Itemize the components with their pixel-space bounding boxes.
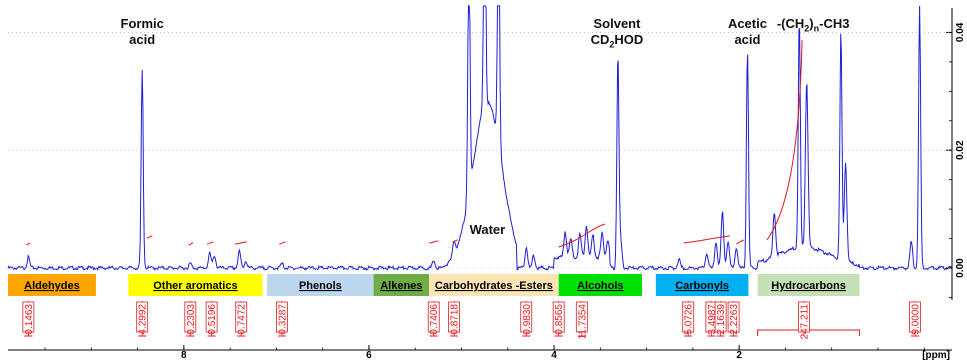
integral-box (798, 301, 810, 333)
x-tick-label: 4 (551, 350, 557, 360)
integral-value: 9.0000 (910, 304, 921, 335)
integral-curve (206, 241, 214, 245)
integral-box (184, 301, 197, 333)
y-tick-label: 0.02 (955, 140, 966, 160)
peak-label-line: Water (469, 222, 506, 237)
integral-value: 4.2992 (138, 304, 149, 335)
y-tick-label: 0.04 (955, 22, 966, 42)
integral-box (520, 301, 533, 333)
integral-box (552, 301, 565, 333)
region-band (373, 274, 430, 296)
integral-curves (26, 39, 803, 248)
x-tick-label: 8 (181, 350, 187, 360)
integral-curve (279, 241, 286, 245)
integral-box (22, 301, 35, 333)
integral-curve (736, 239, 744, 245)
integral-curve (188, 242, 194, 246)
peak-label: Water (437, 222, 537, 238)
integral-value: 0.1463 (24, 304, 35, 335)
integral-value: 5.0726 (684, 304, 695, 335)
integral-value: 0.3287 (277, 304, 288, 335)
integral-box (448, 301, 460, 333)
region-band (128, 274, 263, 296)
integral-curve (683, 235, 730, 244)
integral-box (909, 301, 921, 333)
region-label: Aldehydes (24, 280, 80, 292)
integral-curve (429, 240, 439, 244)
integral-labels: 0.1463 4.2992 0.2303 0.5196 0.7472 0.3287 0.74… (22, 301, 921, 340)
integral-curve (452, 239, 458, 243)
peak-label-line: Solvent (593, 16, 641, 31)
integral-curve (146, 235, 153, 239)
region-label: Alkenes (380, 280, 422, 292)
x-tick-label: 2 (736, 350, 742, 360)
integral-value: 0.7406 (429, 304, 440, 335)
integral-box (714, 301, 727, 333)
peak-label-line: Formic (120, 16, 164, 31)
integral-value: 0.8565 (554, 304, 565, 335)
peak-label-line: CD2HOD (590, 32, 644, 50)
integral-curve (26, 242, 31, 246)
integral-value: 0.8718 (450, 304, 461, 335)
integral-box (427, 301, 440, 333)
region-band (8, 274, 96, 296)
peak-label: Acetic acid (697, 16, 797, 48)
integral-box (575, 301, 588, 333)
integral-curve (766, 39, 803, 241)
integral-value: 247.211 (799, 304, 810, 340)
y-tick-label: 0.00 (955, 258, 966, 278)
region-label: Other aromatics (153, 280, 237, 292)
integral-value: 2.2263 (729, 304, 740, 335)
integral-box (205, 301, 218, 333)
integral-box (276, 301, 288, 333)
region-band (558, 274, 642, 296)
region-bands: Aldehydes Other aromatics Phenols Alkenes Ca… (8, 274, 860, 296)
region-label: Phenols (299, 280, 342, 292)
peak-label-line: acid (734, 32, 761, 47)
integral-curve (234, 241, 247, 245)
peak-label: Solvent CD2HOD (567, 16, 667, 53)
peak-label-line: Acetic (727, 16, 767, 31)
peak-label-line: acid (129, 32, 156, 47)
integral-value: 0.7472 (237, 304, 248, 335)
integral-value: 0.9830 (522, 304, 533, 335)
region-label: Hydrocarbons (771, 280, 846, 292)
peak-label-line: -(CH2)n-CH3 (776, 16, 850, 34)
integral-box (682, 301, 695, 333)
integral-box (136, 301, 149, 333)
region-band (267, 274, 374, 296)
region-band (429, 274, 559, 296)
integral-value: 11.7354 (577, 304, 588, 340)
peak-label: -(CH2)n-CH3 (763, 16, 863, 37)
spectrum-layer (7, 5, 953, 272)
x-axis-label: [ppm] (922, 350, 950, 360)
integral-curve (558, 223, 606, 248)
region-label: Carbohydrates -Esters (435, 280, 553, 292)
region-label: Carbonyls (675, 280, 729, 292)
integral-box (727, 301, 740, 333)
x-tick-label: 6 (366, 350, 372, 360)
axes: 8 6 4 2 [ppm] 0.00 0.02 0.04 (8, 8, 966, 360)
peak-label: Formic acid (92, 16, 192, 48)
region-band (757, 274, 860, 296)
integral-value: 2.1639 (716, 304, 727, 335)
spectrum-line (7, 5, 953, 272)
region-band (655, 274, 749, 296)
integral-value: 3.4987 (707, 304, 718, 335)
integral-box (235, 301, 248, 333)
region-label: Alcohols (577, 280, 623, 292)
integral-value: 0.2303 (186, 304, 197, 335)
integral-value: 0.5196 (207, 304, 218, 335)
